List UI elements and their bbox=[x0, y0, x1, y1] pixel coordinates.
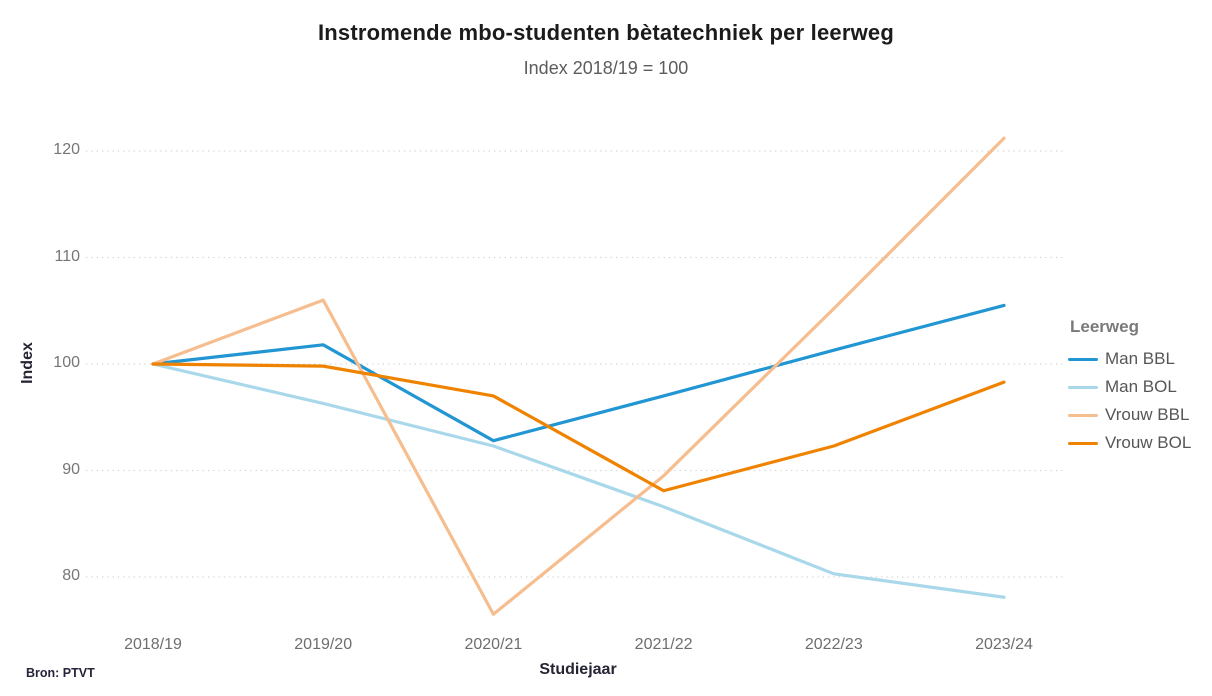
legend-title: Leerweg bbox=[1070, 317, 1139, 336]
y-tick-80: 80 bbox=[62, 567, 80, 584]
legend-line-swatch bbox=[1068, 357, 1098, 361]
y-tick-100: 100 bbox=[53, 354, 80, 371]
legend-label: Man BBL bbox=[1105, 349, 1175, 368]
chart-title: Instromende mbo-studenten bètatechniek p… bbox=[317, 20, 894, 45]
legend-item-man-bol[interactable]: Man BOL bbox=[1068, 373, 1208, 401]
legend-line-swatch bbox=[1068, 385, 1098, 389]
legend-line-swatch bbox=[1068, 413, 1098, 417]
x-tick-2019-20: 2019/20 bbox=[294, 636, 353, 653]
y-axis-title: Index bbox=[19, 342, 36, 384]
series-line-man-bbl bbox=[151, 303, 1006, 443]
series-line-vrouw-bol bbox=[151, 362, 1006, 493]
legend-item-vrouw-bol[interactable]: Vrouw BOL bbox=[1068, 429, 1208, 457]
source-note: Bron: PTVT bbox=[26, 666, 95, 680]
legend-line-swatch bbox=[1068, 441, 1098, 445]
y-tick-90: 90 bbox=[62, 460, 80, 478]
x-tick-2023-24: 2023/24 bbox=[975, 636, 1033, 653]
x-tick-2022-23: 2022/23 bbox=[804, 636, 863, 653]
chart-subtitle: Index 2018/19 = 100 bbox=[523, 58, 689, 78]
series-line-vrouw-bbl bbox=[151, 136, 1006, 616]
legend-label: Vrouw BBL bbox=[1105, 405, 1190, 424]
legend-label: Man BOL bbox=[1105, 377, 1177, 396]
legend-item-man-bbl[interactable]: Man BBL bbox=[1068, 345, 1208, 373]
series-line-man-bol bbox=[151, 362, 1006, 599]
x-tick-2021-22: 2021/22 bbox=[634, 636, 693, 653]
x-tick-2020-21: 2020/21 bbox=[464, 636, 523, 653]
x-axis-title: Studiejaar bbox=[539, 661, 617, 678]
y-tick-120: 120 bbox=[53, 141, 80, 158]
legend: Leerweg Man BBL Man BOL Vrouw BBL Vrouw BOL bbox=[1068, 317, 1208, 457]
x-tick-2018-19: 2018/19 bbox=[124, 636, 182, 653]
legend-label: Vrouw BOL bbox=[1105, 433, 1192, 452]
legend-items: Man BBL Man BOL Vrouw BBL Vrouw BOL bbox=[1068, 345, 1208, 457]
y-tick-110: 110 bbox=[54, 247, 80, 265]
legend-item-vrouw-bbl[interactable]: Vrouw BBL bbox=[1068, 401, 1208, 429]
